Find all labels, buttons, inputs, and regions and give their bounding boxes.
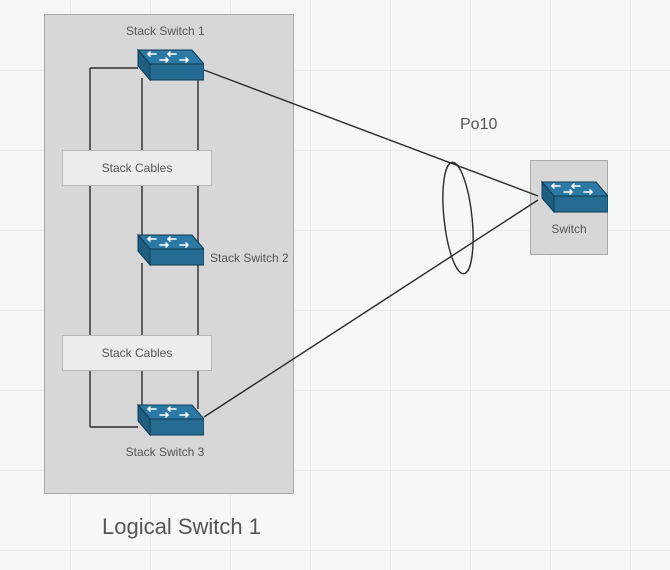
stack-switch-2-label: Stack Switch 2 xyxy=(210,251,289,265)
stack-cables-box-2: Stack Cables xyxy=(62,335,212,371)
remote-switch-label: Switch xyxy=(525,222,613,236)
stack-switch-3-label: Stack Switch 3 xyxy=(121,445,209,459)
stack-switch-1-label: Stack Switch 1 xyxy=(126,24,204,38)
stack-cables-box-1: Stack Cables xyxy=(62,150,212,186)
remote-switch-group-box xyxy=(530,160,608,255)
stack-cables-label-1: Stack Cables xyxy=(102,161,173,175)
port-channel-label: Po10 xyxy=(460,116,497,134)
logical-switch-title: Logical Switch 1 xyxy=(102,514,261,540)
stack-cables-label-2: Stack Cables xyxy=(102,346,173,360)
